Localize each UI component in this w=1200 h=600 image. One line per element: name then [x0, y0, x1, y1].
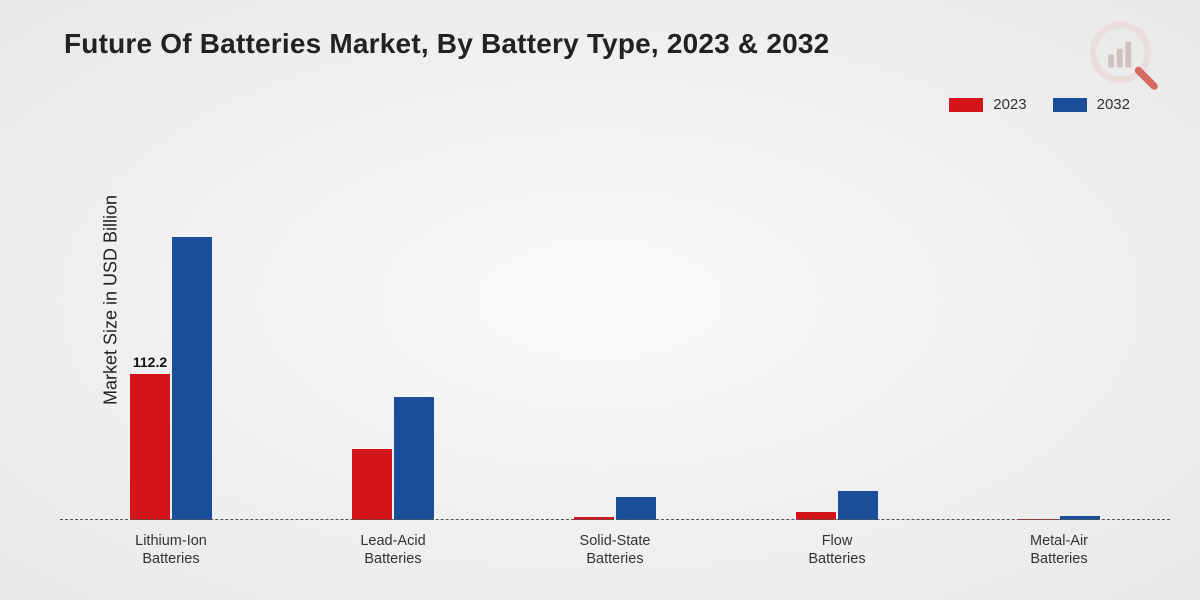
bar-2032	[172, 237, 212, 520]
chart-title: Future Of Batteries Market, By Battery T…	[64, 28, 829, 60]
x-axis-label: Solid-State Batteries	[504, 532, 726, 568]
x-axis-label: Metal-Air Batteries	[948, 532, 1170, 568]
x-axis-label: Lithium-Ion Batteries	[60, 532, 282, 568]
legend-label-2023: 2023	[993, 96, 1026, 113]
x-axis-label: Flow Batteries	[726, 532, 948, 568]
legend: 2023 2032	[949, 96, 1130, 113]
bar-2032	[394, 397, 434, 521]
watermark-logo	[1088, 20, 1160, 92]
bar-group: 112.2	[60, 130, 282, 520]
bar-2032	[838, 491, 878, 520]
bar-2023	[352, 449, 392, 521]
bar-group	[948, 130, 1170, 520]
bar-2023: 112.2	[130, 374, 170, 520]
x-axis-label: Lead-Acid Batteries	[282, 532, 504, 568]
legend-item-2032: 2032	[1053, 96, 1130, 113]
legend-swatch-2023	[949, 98, 983, 112]
legend-item-2023: 2023	[949, 96, 1026, 113]
legend-swatch-2032	[1053, 98, 1087, 112]
plot-area: 112.2	[60, 130, 1170, 520]
x-axis-baseline	[60, 519, 1170, 520]
bar-value-label: 112.2	[133, 354, 167, 370]
bar-group	[282, 130, 504, 520]
bar-group	[504, 130, 726, 520]
bar-groups: 112.2	[60, 130, 1170, 520]
legend-label-2032: 2032	[1097, 96, 1130, 113]
bar-2032	[616, 497, 656, 520]
bar-group	[726, 130, 948, 520]
x-axis-labels: Lithium-Ion BatteriesLead-Acid Batteries…	[60, 532, 1170, 568]
